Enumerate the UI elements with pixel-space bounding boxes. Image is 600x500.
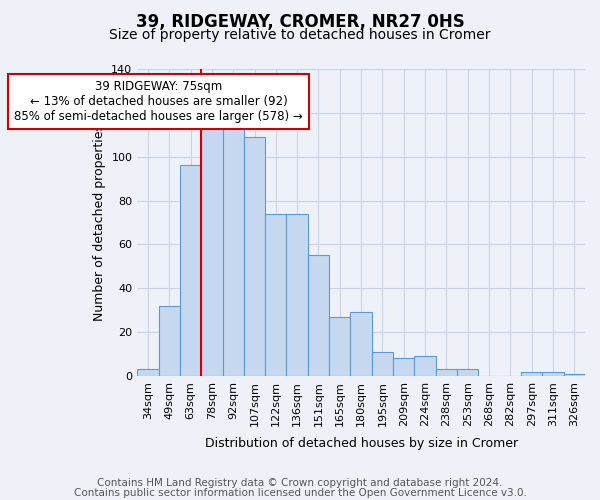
Bar [137,370,158,376]
Bar [308,256,329,376]
Text: Size of property relative to detached houses in Cromer: Size of property relative to detached ho… [109,28,491,42]
Y-axis label: Number of detached properties: Number of detached properties [92,124,106,321]
Bar [521,372,542,376]
X-axis label: Distribution of detached houses by size in Cromer: Distribution of detached houses by size … [205,437,518,450]
Text: 39, RIDGEWAY, CROMER, NR27 0HS: 39, RIDGEWAY, CROMER, NR27 0HS [136,12,464,30]
Bar [223,128,244,376]
Bar [244,137,265,376]
Bar [372,352,393,376]
Bar [265,214,286,376]
Bar [563,374,585,376]
Text: Contains public sector information licensed under the Open Government Licence v3: Contains public sector information licen… [74,488,526,498]
Bar [158,306,180,376]
Bar [457,370,478,376]
Bar [286,214,308,376]
Bar [201,128,223,376]
Bar [415,356,436,376]
Bar [350,312,372,376]
Bar [436,370,457,376]
Bar [180,166,201,376]
Bar [329,316,350,376]
Text: Contains HM Land Registry data © Crown copyright and database right 2024.: Contains HM Land Registry data © Crown c… [97,478,503,488]
Text: 39 RIDGEWAY: 75sqm
← 13% of detached houses are smaller (92)
85% of semi-detache: 39 RIDGEWAY: 75sqm ← 13% of detached hou… [14,80,303,123]
Bar [542,372,563,376]
Bar [393,358,415,376]
